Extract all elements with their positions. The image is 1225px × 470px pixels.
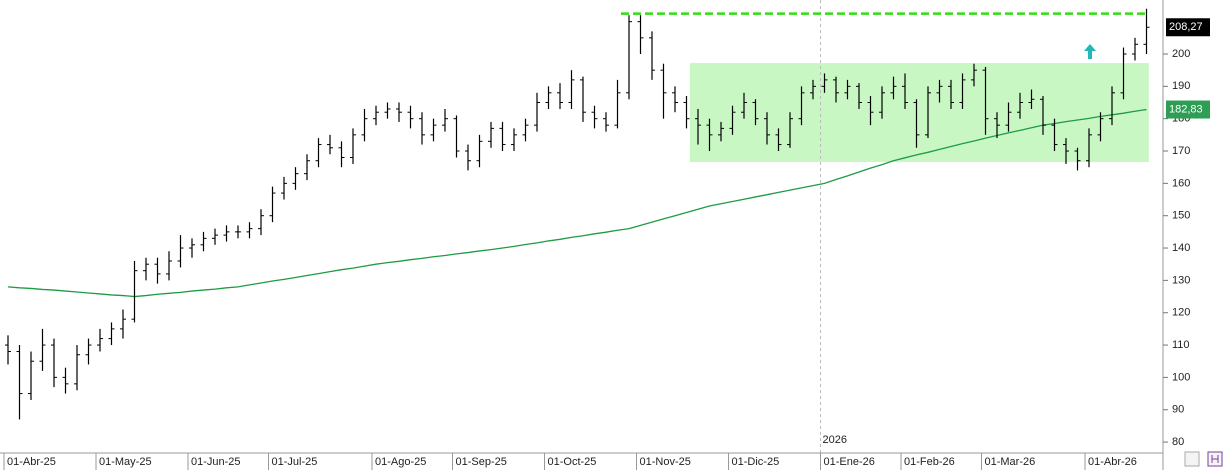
x-tick-label: 01-Ene-26 — [824, 456, 875, 468]
x-tick-label: 01-Dic-25 — [732, 456, 780, 468]
plot-area: 2026 — [5, 0, 1150, 453]
price-label: 182,83 — [1169, 103, 1203, 115]
moving-average — [7, 108, 1147, 298]
year-label: 2026 — [823, 434, 847, 446]
y-tick-label: 80 — [1172, 436, 1184, 448]
x-tick-label: 01-Feb-26 — [904, 456, 955, 468]
settings-icon[interactable] — [1184, 451, 1200, 467]
x-tick-label: 01-Mar-26 — [985, 456, 1036, 468]
price-label-box — [1166, 18, 1210, 37]
y-tick-label: 170 — [1172, 145, 1190, 157]
y-tick-label: 150 — [1172, 210, 1190, 222]
x-tick-label: 01-Abr-26 — [1088, 456, 1137, 468]
y-tick-label: 130 — [1172, 274, 1190, 286]
y-tick-label: 190 — [1172, 80, 1190, 92]
y-tick-label: 120 — [1172, 307, 1190, 319]
y-tick-label: 100 — [1172, 371, 1190, 383]
x-tick-label: 01-Sep-25 — [456, 456, 507, 468]
x-tick-label: 01-Ago-25 — [375, 456, 426, 468]
save-glyph — [1211, 455, 1219, 463]
x-tick-label: 01-Oct-25 — [548, 456, 597, 468]
x-tick-label: 01-Jul-25 — [272, 456, 318, 468]
y-tick-label: 200 — [1172, 48, 1190, 60]
price-label-box — [1166, 100, 1210, 119]
x-tick-label: 01-Jun-25 — [191, 456, 241, 468]
price-label: 208,27 — [1169, 21, 1203, 33]
up-arrow — [1084, 44, 1096, 59]
y-tick-label: 140 — [1172, 242, 1190, 254]
y-tick-label: 160 — [1172, 177, 1190, 189]
range-box — [689, 63, 1149, 163]
y-tick-label: 90 — [1172, 404, 1184, 416]
y-tick-label: 110 — [1172, 339, 1190, 351]
x-tick-label: 01-Abr-25 — [7, 456, 56, 468]
x-tick-label: 01-Nov-25 — [640, 456, 691, 468]
x-tick-label: 01-May-25 — [99, 456, 152, 468]
